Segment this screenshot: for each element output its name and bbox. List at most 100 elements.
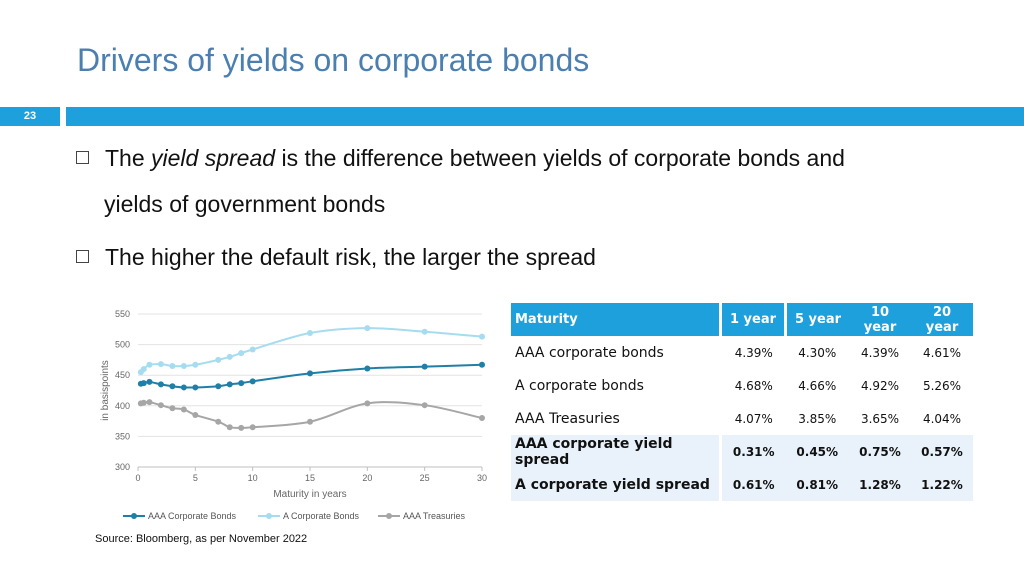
data-point (157, 361, 164, 368)
data-point (157, 381, 164, 388)
data-point (180, 363, 187, 370)
series-line (140, 363, 483, 389)
table-row: A corporate bonds 4.68% 4.66% 4.92% 5.26… (511, 369, 973, 402)
data-point (249, 424, 256, 431)
data-point (364, 325, 371, 332)
table-cell: 4.07% (734, 411, 773, 426)
data-point (479, 415, 485, 422)
legend-label: AAA Corporate Bonds (148, 511, 237, 521)
data-point (146, 378, 153, 385)
table-cell: 4.30% (798, 345, 837, 360)
x-axis-title: Maturity in years (273, 489, 346, 500)
data-point (192, 411, 199, 418)
bullet-default-risk: The higher the default risk, the larger … (76, 234, 596, 280)
legend-marker (266, 513, 272, 519)
y-tick-label: 400 (115, 401, 130, 411)
table-cell: 0.45% (796, 444, 839, 459)
table-cell: 0.57% (921, 444, 963, 459)
source-note: Source: Bloomberg, as per November 2022 (95, 533, 308, 545)
x-tick-label: 20 (362, 473, 372, 483)
table-cell: 0.81% (796, 477, 839, 492)
table-cell: 4.68% (734, 378, 773, 393)
y-tick-label: 550 (115, 309, 130, 319)
table-cell: 1.22% (921, 477, 963, 492)
x-tick-label: 25 (420, 473, 430, 483)
bullet-text-continuation: yields of government bonds (104, 191, 386, 217)
table-row: AAA Treasuries 4.07% 3.85% 3.65% 4.04% (511, 402, 973, 435)
table-cell: 3.65% (860, 411, 900, 426)
data-point (226, 424, 233, 431)
table-header-cell: Maturity (511, 303, 722, 336)
table-cell: 4.39% (734, 345, 773, 360)
data-point (226, 353, 233, 360)
data-point (421, 363, 428, 370)
table-header-cell: 10 year (849, 303, 911, 336)
table-cell: 0.61% (732, 477, 775, 492)
data-point (169, 383, 176, 390)
x-tick-label: 15 (305, 473, 315, 483)
data-point (215, 383, 222, 390)
table-row-label: AAA Treasuries (511, 402, 722, 435)
data-point (140, 366, 147, 373)
data-point (169, 405, 176, 412)
data-point (226, 381, 233, 388)
table-header-row: Maturity 1 year 5 year 10 year 20 year (511, 303, 973, 336)
table-row: AAA corporate yield spread 0.31% 0.45% 0… (511, 435, 973, 468)
data-point (249, 378, 256, 385)
data-point (238, 350, 245, 357)
bullet-text-pre: The (105, 145, 152, 171)
table-row-label: AAA corporate yield spread (511, 435, 722, 468)
data-point (249, 346, 256, 353)
data-point (215, 356, 222, 363)
x-tick-label: 5 (193, 473, 198, 483)
data-point (140, 380, 147, 387)
yield-curve-chart: 300 350 400 450 500 550 0 5 10 15 20 25 30 Maturity i… (100, 309, 487, 521)
table-header-cell: 1 year (720, 303, 787, 336)
table-row: AAA corporate bonds 4.39% 4.30% 4.39% 4.… (511, 336, 973, 369)
table-cell: 4.92% (860, 378, 900, 393)
table-row-label: A corporate bonds (511, 369, 722, 402)
table-cell: 4.66% (798, 378, 837, 393)
table-cell: 3.85% (798, 411, 837, 426)
header-bar (66, 107, 1024, 126)
data-point (479, 361, 485, 368)
data-point (180, 406, 187, 413)
table-cell: 4.04% (922, 411, 962, 426)
table-cell: 0.31% (732, 444, 775, 459)
data-point (238, 380, 245, 387)
data-point (307, 329, 313, 336)
y-tick-label: 500 (115, 340, 130, 350)
y-tick-label: 350 (115, 431, 130, 441)
data-point (192, 361, 199, 368)
bullet-text: The higher the default risk, the larger … (105, 244, 596, 270)
data-point (421, 328, 428, 335)
table-row: A corporate yield spread 0.61% 0.81% 1.2… (511, 468, 973, 501)
data-point (307, 418, 313, 425)
data-point (215, 418, 222, 425)
bullet-square-icon (76, 250, 89, 264)
data-point (364, 400, 371, 407)
x-tick-label: 10 (248, 473, 258, 483)
legend-marker (386, 513, 392, 519)
bullet-yield-spread: The yield spread is the difference betwe… (76, 135, 956, 227)
legend-label: AAA Treasuries (403, 511, 466, 521)
data-point (169, 363, 176, 370)
data-point (421, 402, 428, 409)
data-point (307, 370, 313, 377)
bullet-text-post: is the difference between yields of corp… (275, 145, 845, 171)
data-point (192, 384, 199, 391)
legend-marker (131, 513, 137, 519)
data-point (238, 424, 245, 431)
table-row-label: A corporate yield spread (511, 468, 722, 501)
bullet-square-icon (76, 151, 89, 165)
table-cell: 0.75% (859, 444, 901, 459)
slide-number: 23 (0, 107, 60, 126)
data-point (479, 333, 485, 340)
data-point (140, 399, 147, 406)
x-tick-label: 30 (477, 473, 487, 483)
yield-table: Maturity 1 year 5 year 10 year 20 year A… (511, 303, 973, 501)
table-cell: 4.39% (860, 345, 900, 360)
bullet-text-emphasis: yield spread (151, 145, 276, 171)
data-point (157, 402, 164, 409)
table-header-cell: 20 year (911, 303, 973, 336)
